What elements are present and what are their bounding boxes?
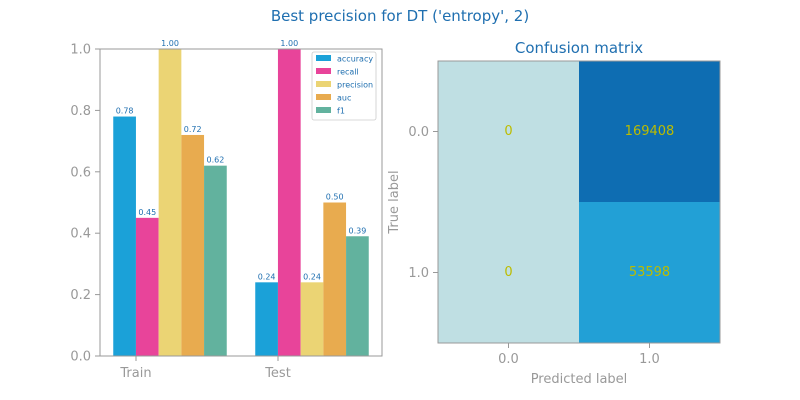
y-tick-label: 1.0: [70, 43, 91, 58]
bar-value-label: 0.50: [326, 193, 344, 202]
legend-swatch-precision: [316, 81, 331, 87]
x-tick-label: Test: [264, 366, 291, 381]
bar-accuracy-test: [255, 282, 278, 356]
cm-x-tick-label: 0.0: [498, 352, 519, 367]
confusion-matrix-title: Confusion matrix: [515, 39, 643, 57]
confusion-matrix-cells: [437, 60, 721, 344]
legend-swatch-f1: [316, 107, 331, 113]
bar-value-label: 0.39: [348, 226, 366, 235]
bar-value-label: 1.00: [161, 39, 179, 48]
bar-chart-bars: [113, 49, 369, 356]
y-tick-label: 0.4: [70, 227, 91, 242]
legend-swatch-auc: [316, 94, 331, 100]
cm-cell-0-1: [579, 61, 720, 202]
cm-cell-1-1: [579, 202, 720, 343]
bar-chart-x-ticks: Train Test: [119, 356, 291, 381]
bar-f1-test: [346, 236, 369, 356]
bar-value-label: 0.24: [258, 272, 276, 281]
cm-cell-value: 53598: [629, 265, 670, 280]
legend-label-precision: precision: [337, 81, 373, 90]
bar-auc-test: [323, 202, 347, 356]
bar-value-label: 0.78: [116, 107, 134, 116]
bar-auc-train: [181, 134, 205, 356]
bar-chart-frame: [99, 48, 383, 357]
y-tick-label: 0.0: [70, 350, 91, 365]
bar-value-label: 0.72: [184, 125, 202, 134]
cm-x-tick-label: 1.0: [639, 352, 660, 367]
legend-label-auc: auc: [337, 94, 351, 103]
confusion-matrix-x-axis-label: Predicted label: [531, 372, 628, 387]
cm-frame: [437, 60, 721, 344]
bar-recall-train: [135, 217, 159, 356]
bar-precision-test: [300, 282, 324, 356]
cm-cell-0-0: [438, 61, 579, 202]
cm-y-tick-label: 1.0: [408, 266, 429, 281]
bar-chart-legend: accuracy recall precision auc f1: [311, 51, 377, 121]
x-tick-label: Train: [119, 366, 151, 381]
bar-f1-train: [204, 165, 227, 356]
confusion-matrix-annotations: 0 169408 0 53598: [504, 124, 674, 280]
bar-chart: 0.00.20.40.60.81.0 0.780.451.000.720.620…: [70, 39, 383, 381]
y-tick-label: 0.2: [70, 288, 91, 303]
cm-cell-value: 169408: [625, 124, 675, 139]
confusion-matrix-y-axis-label: True label: [387, 170, 402, 234]
cm-cell-1-0: [438, 202, 579, 343]
bar-chart-ticks: 0.0 0.2 0.4 0.6 0.8 1.0: [70, 43, 100, 365]
figure-suptitle: Best precision for DT ('entropy', 2): [271, 7, 529, 25]
y-tick-label: 0.8: [70, 104, 91, 119]
bar-value-label: 0.62: [206, 156, 224, 165]
legend-label-recall: recall: [337, 68, 359, 77]
bar-accuracy-train: [113, 116, 136, 356]
bar-value-label: 0.45: [138, 208, 156, 217]
y-tick-label: 0.6: [70, 165, 91, 180]
legend-swatch-accuracy: [316, 55, 331, 61]
confusion-matrix-ticks: 0.0 1.0 0.0 1.0: [408, 125, 660, 367]
bar-chart-value-labels: 0.78 0.45 1.00 0.72 0.62 0.24 1.00 0.24 0.50 0.39: [116, 39, 367, 281]
legend-label-f1: f1: [337, 107, 345, 116]
cm-cell-value: 0: [504, 265, 512, 280]
cm-cell-value: 0: [504, 124, 512, 139]
bar-value-label: 1.00: [280, 39, 298, 48]
cm-y-tick-label: 0.0: [408, 125, 429, 140]
bar-precision-train: [158, 49, 182, 356]
bar-recall-test: [277, 49, 301, 356]
legend-label-accuracy: accuracy: [337, 55, 373, 64]
legend-swatch-recall: [316, 68, 331, 74]
bar-value-label: 0.24: [303, 272, 321, 281]
